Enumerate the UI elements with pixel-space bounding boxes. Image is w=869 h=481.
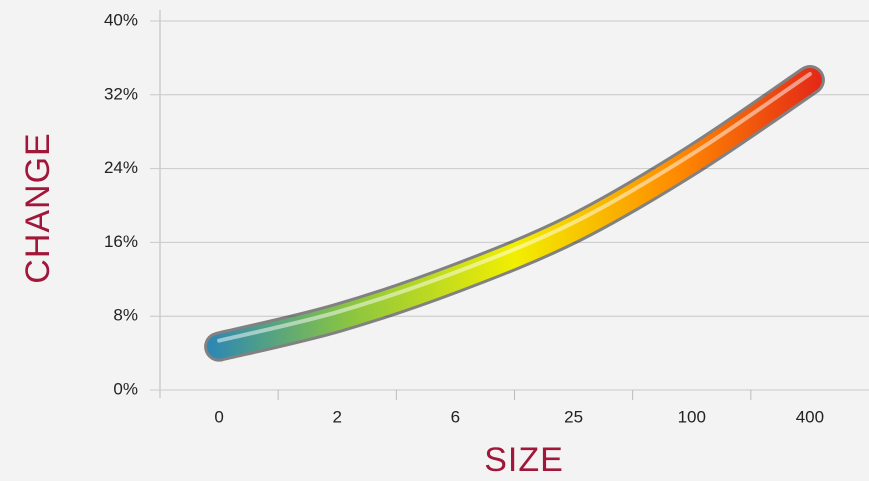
y-tick-label: 32% [104, 84, 138, 103]
y-tick-label: 8% [113, 306, 138, 325]
x-tick-label: 25 [564, 407, 583, 426]
y-axis-title: CHANGE [19, 132, 57, 283]
x-tick-label: 100 [678, 407, 706, 426]
line [207, 68, 822, 359]
line-highlight [217, 72, 812, 343]
x-tick-label: 6 [451, 407, 460, 426]
x-tick-label: 0 [214, 407, 223, 426]
x-tick-label: 2 [333, 407, 342, 426]
x-axis-title: SIZE [484, 441, 564, 479]
y-tick-label: 0% [113, 379, 138, 398]
y-tick-label: 16% [104, 232, 138, 251]
y-tick-label: 24% [104, 158, 138, 177]
y-tick-label: 40% [104, 10, 138, 29]
x-tick-label: 400 [796, 407, 824, 426]
